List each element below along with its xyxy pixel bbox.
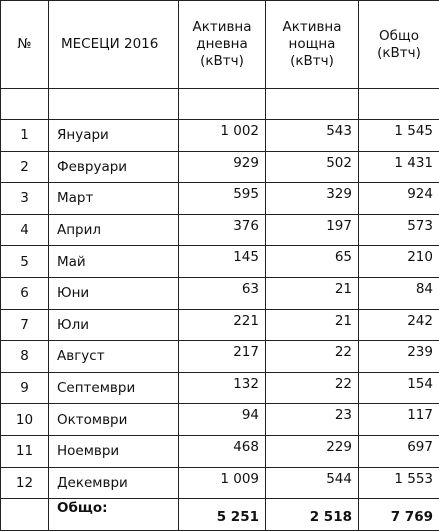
header-night-line3: (кВтч): [272, 53, 352, 70]
row-night-value: 544: [266, 467, 359, 499]
row-number: 10: [1, 404, 49, 436]
row-number: 8: [1, 341, 49, 373]
row-month: Май: [49, 246, 179, 278]
row-total-value: 924: [359, 183, 439, 215]
totals-empty-cell: [1, 499, 49, 531]
row-night-value: 229: [266, 435, 359, 467]
row-total-value: 1 553: [359, 467, 439, 499]
totals-row: Общо: 5 251 2 518 7 769: [1, 499, 439, 531]
row-month: Февруари: [49, 151, 179, 183]
row-day-value: 929: [179, 151, 266, 183]
row-night-value: 329: [266, 183, 359, 215]
row-number: 12: [1, 467, 49, 499]
empty-cell: [1, 89, 49, 120]
row-month: Януари: [49, 120, 179, 152]
row-number: 7: [1, 309, 49, 341]
row-day-value: 94: [179, 404, 266, 436]
row-total-value: 84: [359, 277, 439, 309]
row-month: Октомври: [49, 404, 179, 436]
row-night-value: 23: [266, 404, 359, 436]
row-day-value: 1 002: [179, 120, 266, 152]
header-day-line2: дневна: [185, 36, 259, 53]
row-number: 2: [1, 151, 49, 183]
row-month: Ноември: [49, 435, 179, 467]
row-total-value: 697: [359, 435, 439, 467]
row-total-value: 573: [359, 214, 439, 246]
empty-cell: [266, 89, 359, 120]
row-total-value: 242: [359, 309, 439, 341]
totals-night: 2 518: [266, 499, 359, 531]
row-day-value: 217: [179, 341, 266, 373]
row-number: 3: [1, 183, 49, 215]
totals-day: 5 251: [179, 499, 266, 531]
row-month: Септември: [49, 372, 179, 404]
row-day-value: 63: [179, 277, 266, 309]
row-number: 1: [1, 120, 49, 152]
totals-total: 7 769: [359, 499, 439, 531]
header-day: Активна дневна (кВтч): [179, 1, 266, 89]
row-night-value: 22: [266, 372, 359, 404]
row-number: 9: [1, 372, 49, 404]
row-day-value: 132: [179, 372, 266, 404]
header-month: МЕСЕЦИ 2016: [49, 1, 179, 89]
row-total-value: 1 545: [359, 120, 439, 152]
row-month: Декември: [49, 467, 179, 499]
row-month: Юли: [49, 309, 179, 341]
row-night-value: 543: [266, 120, 359, 152]
header-night: Активна нощна (кВтч): [266, 1, 359, 89]
row-day-value: 1 009: [179, 467, 266, 499]
row-total-value: 239: [359, 341, 439, 373]
header-night-line2: нощна: [272, 36, 352, 53]
row-night-value: 502: [266, 151, 359, 183]
row-month: Юни: [49, 277, 179, 309]
row-month: Август: [49, 341, 179, 373]
row-day-value: 468: [179, 435, 266, 467]
row-day-value: 595: [179, 183, 266, 215]
row-number: 5: [1, 246, 49, 278]
row-night-value: 21: [266, 309, 359, 341]
header-row: № МЕСЕЦИ 2016 Активна дневна (кВтч) Акти…: [1, 1, 439, 89]
empty-row: [1, 89, 439, 120]
empty-cell: [359, 89, 439, 120]
header-total: Общо (кВтч): [359, 1, 439, 89]
row-night-value: 22: [266, 341, 359, 373]
row-day-value: 145: [179, 246, 266, 278]
row-night-value: 197: [266, 214, 359, 246]
header-total-line2: (кВтч): [365, 45, 433, 62]
row-total-value: 210: [359, 246, 439, 278]
row-day-value: 376: [179, 214, 266, 246]
empty-cell: [49, 89, 179, 120]
row-total-value: 154: [359, 372, 439, 404]
row-total-value: 1 431: [359, 151, 439, 183]
header-total-line1: Общо: [365, 28, 433, 45]
row-number: 6: [1, 277, 49, 309]
row-day-value: 221: [179, 309, 266, 341]
row-night-value: 21: [266, 277, 359, 309]
totals-label: Общо:: [49, 499, 179, 531]
row-month: Април: [49, 214, 179, 246]
header-night-line1: Активна: [272, 19, 352, 36]
row-number: 11: [1, 435, 49, 467]
header-day-line3: (кВтч): [185, 53, 259, 70]
header-day-line1: Активна: [185, 19, 259, 36]
row-night-value: 65: [266, 246, 359, 278]
row-month: Март: [49, 183, 179, 215]
empty-cell: [179, 89, 266, 120]
header-no: №: [1, 1, 49, 89]
row-number: 4: [1, 214, 49, 246]
row-total-value: 117: [359, 404, 439, 436]
